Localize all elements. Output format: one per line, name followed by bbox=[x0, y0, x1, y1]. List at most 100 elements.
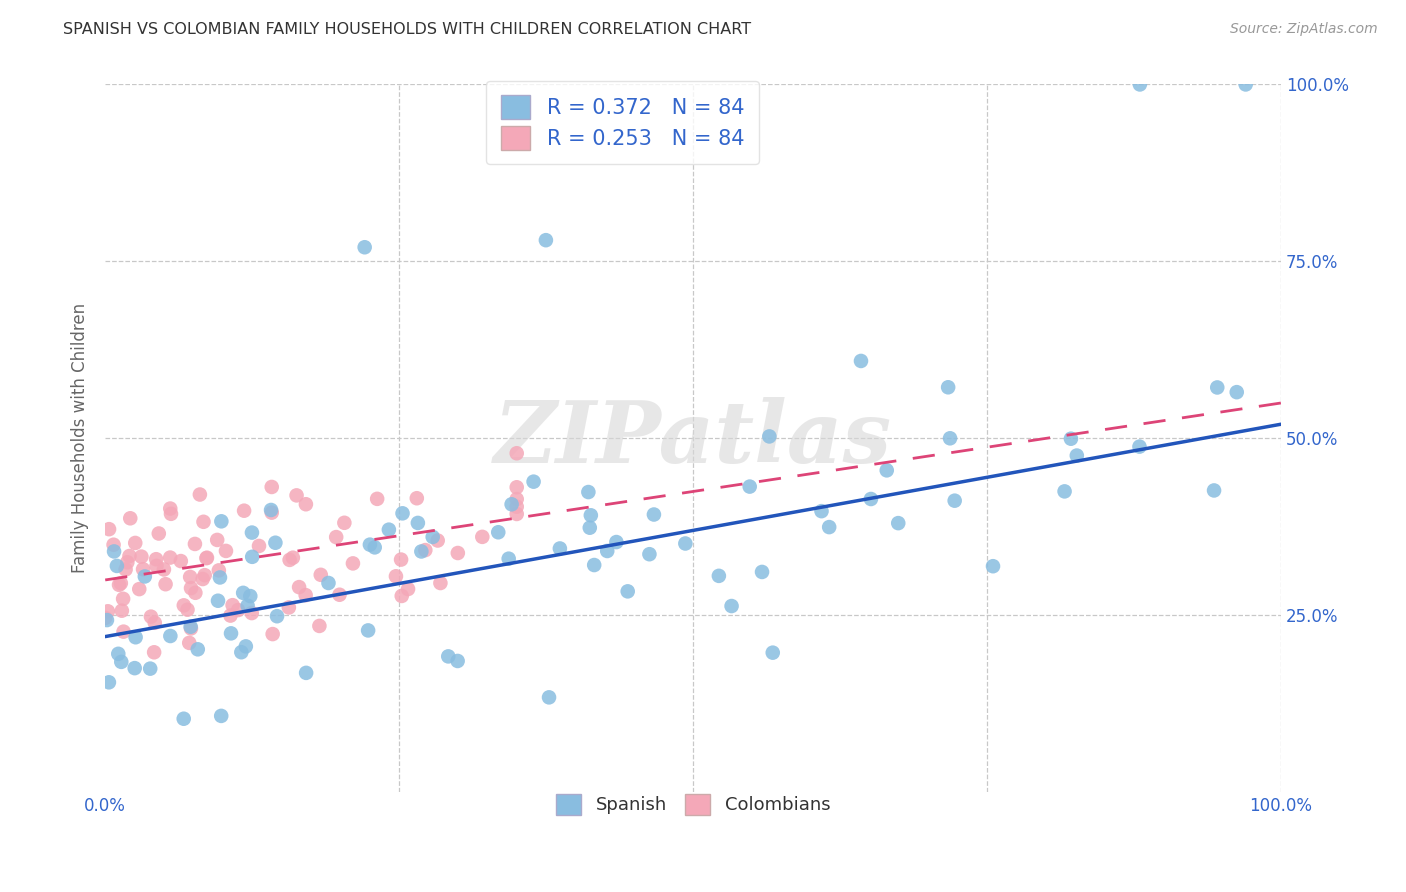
Colombians bbox=[160, 507, 183, 521]
Spanish bbox=[139, 662, 162, 676]
Colombians bbox=[506, 507, 529, 521]
Spanish bbox=[720, 599, 742, 613]
Text: SPANISH VS COLOMBIAN FAMILY HOUSEHOLDS WITH CHILDREN CORRELATION CHART: SPANISH VS COLOMBIAN FAMILY HOUSEHOLDS W… bbox=[63, 22, 751, 37]
Colombians bbox=[333, 516, 356, 530]
Spanish bbox=[1128, 440, 1150, 454]
Spanish bbox=[818, 520, 841, 534]
Spanish bbox=[849, 354, 872, 368]
Spanish bbox=[939, 431, 962, 445]
Colombians bbox=[429, 576, 451, 591]
Spanish bbox=[981, 559, 1004, 574]
Spanish bbox=[264, 535, 287, 549]
Spanish bbox=[207, 593, 229, 607]
Colombians bbox=[389, 552, 412, 566]
Spanish bbox=[751, 565, 773, 579]
Spanish bbox=[605, 535, 627, 549]
Spanish bbox=[231, 645, 253, 659]
Spanish bbox=[1066, 449, 1088, 463]
Colombians bbox=[155, 577, 177, 591]
Colombians bbox=[111, 604, 134, 618]
Colombians bbox=[117, 555, 139, 569]
Colombians bbox=[193, 515, 215, 529]
Spanish bbox=[638, 547, 661, 561]
Text: Source: ZipAtlas.com: Source: ZipAtlas.com bbox=[1230, 22, 1378, 37]
Spanish bbox=[353, 240, 375, 254]
Colombians bbox=[385, 569, 408, 583]
Colombians bbox=[226, 603, 249, 617]
Spanish bbox=[266, 609, 288, 624]
Colombians bbox=[118, 549, 141, 563]
Colombians bbox=[97, 604, 120, 618]
Spanish bbox=[534, 233, 557, 247]
Colombians bbox=[328, 588, 350, 602]
Colombians bbox=[131, 549, 153, 564]
Spanish bbox=[97, 675, 120, 690]
Spanish bbox=[707, 569, 730, 583]
Spanish bbox=[359, 538, 381, 552]
Colombians bbox=[145, 558, 167, 573]
Colombians bbox=[159, 550, 181, 565]
Colombians bbox=[277, 600, 299, 615]
Spanish bbox=[810, 504, 832, 518]
Spanish bbox=[240, 525, 263, 540]
Spanish bbox=[235, 640, 257, 654]
Spanish bbox=[1060, 432, 1083, 446]
Colombians bbox=[221, 598, 243, 612]
Colombians bbox=[132, 562, 155, 576]
Spanish bbox=[537, 690, 560, 705]
Colombians bbox=[120, 511, 142, 525]
Spanish bbox=[643, 508, 665, 522]
Colombians bbox=[391, 589, 413, 603]
Colombians bbox=[325, 530, 347, 544]
Colombians bbox=[288, 580, 311, 594]
Spanish bbox=[110, 655, 132, 669]
Spanish bbox=[758, 429, 780, 443]
Colombians bbox=[173, 599, 195, 613]
Colombians bbox=[506, 492, 529, 507]
Spanish bbox=[208, 570, 231, 584]
Colombians bbox=[98, 522, 121, 536]
Spanish bbox=[232, 586, 254, 600]
Spanish bbox=[1226, 385, 1249, 400]
Spanish bbox=[318, 576, 340, 591]
Spanish bbox=[673, 536, 696, 550]
Colombians bbox=[128, 582, 150, 596]
Spanish bbox=[859, 491, 882, 506]
Spanish bbox=[876, 463, 898, 477]
Spanish bbox=[578, 521, 600, 535]
Colombians bbox=[506, 446, 529, 460]
Colombians bbox=[405, 491, 427, 506]
Spanish bbox=[103, 544, 125, 558]
Spanish bbox=[391, 506, 413, 520]
Colombians bbox=[471, 530, 494, 544]
Colombians bbox=[260, 480, 283, 494]
Spanish bbox=[124, 630, 146, 644]
Spanish bbox=[616, 584, 638, 599]
Colombians bbox=[208, 563, 231, 577]
Colombians bbox=[148, 526, 170, 541]
Spanish bbox=[219, 626, 242, 640]
Spanish bbox=[378, 523, 401, 537]
Colombians bbox=[179, 570, 201, 584]
Spanish bbox=[236, 599, 259, 613]
Colombians bbox=[143, 645, 166, 659]
Colombians bbox=[145, 552, 167, 566]
Spanish bbox=[1206, 380, 1229, 394]
Spanish bbox=[411, 544, 433, 558]
Spanish bbox=[437, 649, 460, 664]
Colombians bbox=[294, 588, 316, 602]
Spanish bbox=[446, 654, 468, 668]
Colombians bbox=[506, 480, 529, 494]
Text: ZIPatlas: ZIPatlas bbox=[494, 397, 893, 480]
Spanish bbox=[1234, 78, 1257, 92]
Colombians bbox=[124, 536, 146, 550]
Colombians bbox=[426, 533, 449, 548]
Spanish bbox=[107, 647, 129, 661]
Colombians bbox=[184, 537, 207, 551]
Colombians bbox=[260, 506, 283, 520]
Spanish bbox=[209, 709, 232, 723]
Spanish bbox=[738, 480, 761, 494]
Spanish bbox=[579, 508, 602, 523]
Spanish bbox=[240, 549, 263, 564]
Colombians bbox=[195, 551, 218, 566]
